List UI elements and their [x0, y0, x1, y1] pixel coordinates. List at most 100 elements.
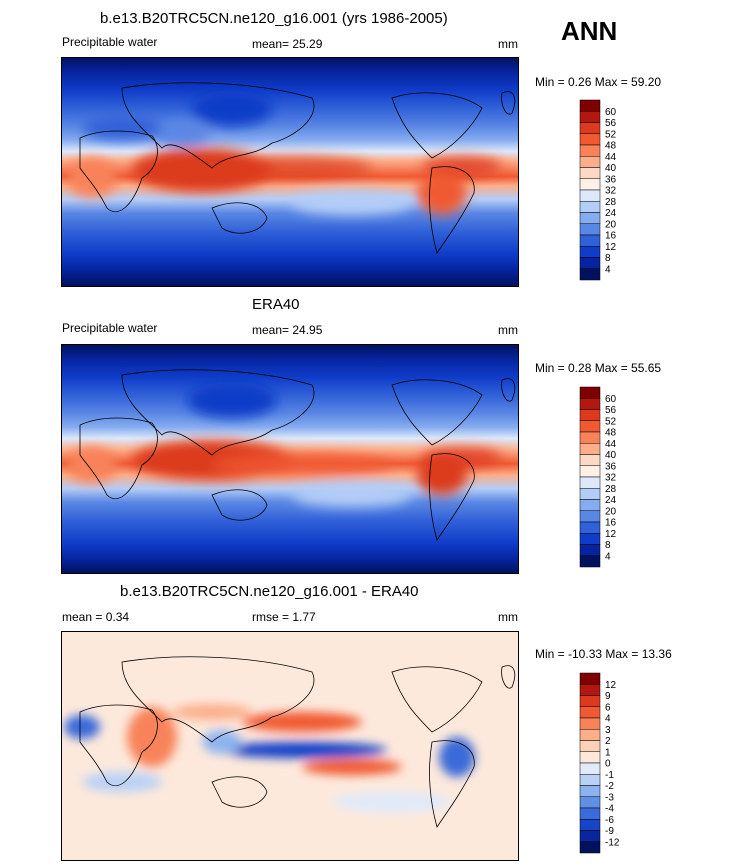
panel-2-mean-label: mean= 24.95: [252, 323, 323, 337]
colorbar-swatch: [579, 167, 601, 179]
panel-1-map: [61, 57, 519, 287]
colorbar-swatch: [579, 819, 601, 831]
colorbar-swatch: [579, 144, 601, 157]
panel-1-map-plot: [62, 58, 518, 286]
colorbar-swatch: [579, 133, 601, 146]
colorbar-tick-label: 32: [605, 186, 617, 197]
colorbar-swatch: [579, 431, 601, 444]
panel-1-field-anomalies: [67, 90, 502, 215]
panel-2-variable-label: Precipitable water: [62, 321, 158, 335]
colorbar-tick-label: 3: [605, 725, 611, 736]
panel-1-coastlines: [79, 82, 516, 254]
colorbar-tick-label: 6: [605, 702, 611, 713]
colorbar-tick-label: 40: [605, 450, 617, 461]
colorbar-tick-label: 60: [605, 394, 617, 405]
colorbar-tick-label: 48: [605, 141, 617, 152]
colorbar-tick-label: 12: [605, 242, 617, 253]
colorbar-swatch: [579, 122, 601, 134]
panel-3-title: b.e13.B20TRC5CN.ne120_g16.001 - ERA40: [120, 583, 419, 600]
colorbar-tick-label: -4: [605, 804, 614, 815]
colorbar-tick-label: 28: [605, 484, 617, 495]
colorbar-tick-label: -9: [605, 826, 614, 837]
panel-3-units-label: mm: [498, 610, 518, 624]
colorbar-tick-label: 4: [605, 714, 611, 725]
colorbar-swatch: [579, 189, 601, 202]
colorbar-swatch: [579, 785, 601, 797]
colorbar-swatch: [579, 257, 601, 269]
colorbar-tick-label: -12: [605, 837, 620, 848]
colorbar-tick-label: -2: [605, 781, 614, 792]
colorbar-swatch: [579, 740, 601, 752]
colorbar-swatch: [579, 830, 601, 842]
colorbar-swatch: [579, 420, 601, 433]
colorbar-swatch: [579, 841, 601, 854]
colorbar-swatch: [579, 443, 601, 455]
colorbar-tick-label: 1: [605, 747, 611, 758]
colorbar-swatch: [579, 234, 601, 247]
colorbar-swatch: [579, 398, 601, 410]
colorbar-swatch: [579, 201, 601, 213]
colorbar-tick-label: 4: [605, 264, 611, 275]
panel-3-rmse-label: rmse = 1.77: [252, 610, 316, 624]
panel-1-minmax-label: Min = 0.26 Max = 59.20: [535, 75, 662, 89]
colorbar-swatch: [579, 751, 601, 764]
colorbar-swatch: [579, 533, 601, 545]
colorbar-tick-label: 36: [605, 174, 617, 185]
colorbar-tick-label: 20: [605, 219, 617, 230]
panel-3-field-anomalies: [64, 704, 475, 812]
colorbar-tick-label: 48: [605, 428, 617, 439]
colorbar-swatch: [579, 510, 601, 523]
panel-2-title: ERA40: [252, 296, 300, 313]
colorbar-swatch: [579, 488, 601, 500]
colorbar-tick-label: 16: [605, 231, 617, 242]
colorbar-tick-label: 28: [605, 197, 617, 208]
colorbar-swatch: [579, 729, 601, 741]
panel-3-mean-label: mean = 0.34: [62, 610, 130, 624]
colorbar-swatch: [579, 99, 601, 112]
colorbar-tick-label: 9: [605, 691, 611, 702]
colorbar-swatch: [579, 521, 601, 534]
colorbar-tick-label: 0: [605, 759, 611, 770]
colorbar-tick-label: 52: [605, 416, 617, 427]
colorbar-swatch: [579, 499, 601, 511]
season-label: ANN: [561, 16, 618, 46]
colorbar-tick-label: 12: [605, 680, 617, 691]
colorbar-tick-label: 40: [605, 163, 617, 174]
colorbar-tick-label: -3: [605, 792, 614, 803]
colorbar-tick-label: 56: [605, 405, 617, 416]
colorbar-tick-label: 2: [605, 736, 611, 747]
colorbar-tick-label: 32: [605, 473, 617, 484]
panel-3-map: [61, 631, 519, 861]
colorbar-swatch: [579, 695, 601, 707]
panel-1-mean-label: mean= 25.29: [252, 37, 323, 51]
colorbar-swatch: [579, 717, 601, 730]
colorbar-swatch: [579, 409, 601, 421]
panel-2-map-plot: [62, 345, 518, 573]
colorbar-tick-label: 56: [605, 118, 617, 129]
colorbar-tick-label: 24: [605, 208, 617, 219]
colorbar-tick-label: 36: [605, 461, 617, 472]
panel-2-units-label: mm: [498, 323, 518, 337]
colorbar-swatch: [579, 223, 601, 236]
colorbar-swatch: [579, 212, 601, 224]
colorbar-swatch: [579, 454, 601, 466]
panel-1-colorbar: 60 56 52 48 44 40 36 32 28 24 20 16 12 8 4: [575, 99, 635, 285]
panel-2-coastlines: [79, 369, 516, 541]
colorbar-tick-label: -1: [605, 770, 614, 781]
colorbar-tick-label: 4: [605, 551, 611, 562]
panel-1-units-label: mm: [498, 37, 518, 51]
colorbar-swatch: [579, 111, 601, 123]
colorbar-swatch: [579, 178, 601, 191]
colorbar-tick-label: -6: [605, 815, 614, 826]
colorbar-swatch: [579, 544, 601, 556]
colorbar-tick-label: 44: [605, 152, 617, 163]
colorbar-swatch: [579, 156, 601, 168]
colorbar-tick-label: 16: [605, 518, 617, 529]
colorbar-tick-label: 24: [605, 495, 617, 506]
colorbar-swatch: [579, 268, 601, 281]
colorbar-swatch: [579, 465, 601, 478]
colorbar-swatch: [579, 386, 601, 399]
colorbar-tick-label: 8: [605, 253, 611, 264]
